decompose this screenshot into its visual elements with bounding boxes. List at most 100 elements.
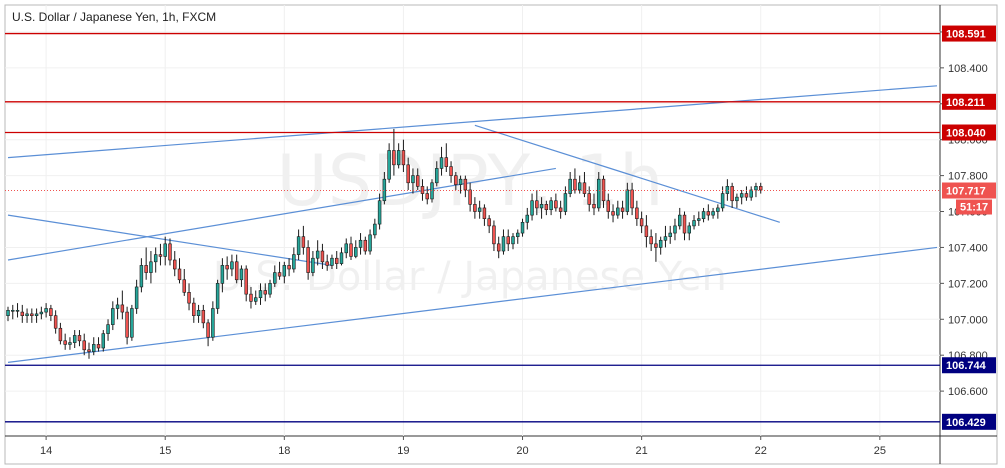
candle-up <box>725 186 730 194</box>
candle-down <box>468 189 472 205</box>
candle-up <box>92 344 96 352</box>
price-tick-label: 107.400 <box>948 242 988 254</box>
candle-down <box>554 200 558 209</box>
candle-down <box>492 225 496 245</box>
candle-down <box>606 200 611 212</box>
candle-down <box>206 322 210 338</box>
candle-up <box>296 236 301 255</box>
candle-up <box>130 308 134 338</box>
candle-down <box>649 236 653 245</box>
candle-up <box>153 254 158 263</box>
bar-countdown-label: 51:17 <box>960 202 988 214</box>
candle-up <box>520 221 525 234</box>
candle-down <box>120 304 125 313</box>
candle-down <box>706 211 711 216</box>
candle-down <box>234 261 239 281</box>
support-level-tag <box>942 413 996 430</box>
candle-up <box>196 309 201 316</box>
candle-up <box>430 182 434 200</box>
last-price-label: 107.717 <box>946 186 986 198</box>
candle-up <box>501 236 506 252</box>
time-tick-label: 25 <box>874 445 886 457</box>
support-level-label: 106.744 <box>946 360 987 372</box>
candle-down <box>325 261 329 266</box>
candle-up <box>101 333 106 349</box>
candle-up <box>692 220 696 227</box>
candle-down <box>544 204 549 211</box>
candle-up <box>377 200 382 225</box>
candle-down <box>320 250 325 263</box>
candle-down <box>758 186 763 191</box>
candle-up <box>254 297 258 302</box>
candle-down <box>487 218 491 227</box>
price-tick-label: 108.400 <box>948 63 988 75</box>
candle-down <box>20 311 25 316</box>
candle-up <box>568 178 572 194</box>
candle-down <box>53 315 58 329</box>
candle-down <box>158 254 163 257</box>
candle-down <box>263 290 267 295</box>
candle-up <box>258 290 263 299</box>
candle-up <box>411 175 415 184</box>
time-axis: 14 15 18 19 20 21 22 25 <box>40 436 886 457</box>
candle-down <box>82 340 86 351</box>
candle-up <box>597 178 601 209</box>
candle-up <box>354 247 358 257</box>
candle-down <box>444 157 449 167</box>
candle-up <box>516 232 520 237</box>
chart-frame <box>4 4 998 465</box>
candle-down <box>287 265 291 270</box>
resistance-level-label: 108.211 <box>946 97 985 109</box>
candle-down <box>277 272 282 277</box>
candle-down <box>611 211 615 216</box>
candle-up <box>34 313 39 316</box>
candle-up <box>530 200 534 216</box>
candle-down <box>644 225 649 237</box>
candle-up <box>163 243 167 257</box>
candle-down <box>639 218 644 227</box>
candle-up <box>511 236 515 245</box>
countdown-tag <box>956 199 992 215</box>
candle-up <box>268 283 272 295</box>
candle-down <box>77 335 82 342</box>
support-level-tag <box>942 357 996 374</box>
candle-down <box>454 175 458 185</box>
candle-down <box>49 308 53 316</box>
candle-up <box>330 257 334 266</box>
candle-down <box>173 259 177 270</box>
time-tick-label: 14 <box>40 445 52 457</box>
candle-down <box>168 243 172 261</box>
candle-down <box>192 302 196 316</box>
candle-up <box>525 214 530 223</box>
candle-down <box>392 150 396 166</box>
candle-down <box>301 236 306 248</box>
candle-up <box>315 250 320 259</box>
horizontal-level-layer <box>5 32 940 423</box>
candle-down <box>334 257 339 264</box>
candle-up <box>716 207 720 212</box>
trendline <box>474 124 780 223</box>
candle-down <box>601 178 606 202</box>
last-price-tag <box>942 182 996 199</box>
candle-up <box>439 157 444 169</box>
candle-up <box>435 168 439 184</box>
candle-down <box>30 313 34 316</box>
candle-down <box>182 279 187 293</box>
candle-down <box>635 207 639 220</box>
candle-up <box>215 283 220 309</box>
candle-down <box>406 164 410 184</box>
candle-up <box>387 150 391 180</box>
candle-up <box>673 225 677 234</box>
candle-down <box>573 178 577 191</box>
candle-down <box>187 292 191 304</box>
candle-down <box>125 311 129 338</box>
candle-up <box>663 236 668 241</box>
price-tick-label: 107.200 <box>948 278 988 290</box>
candle-down <box>744 193 749 198</box>
candle-up <box>477 207 482 212</box>
candle-up <box>373 223 377 236</box>
candle-up <box>735 196 739 202</box>
candle-up <box>687 225 691 234</box>
candle-up <box>458 178 463 185</box>
